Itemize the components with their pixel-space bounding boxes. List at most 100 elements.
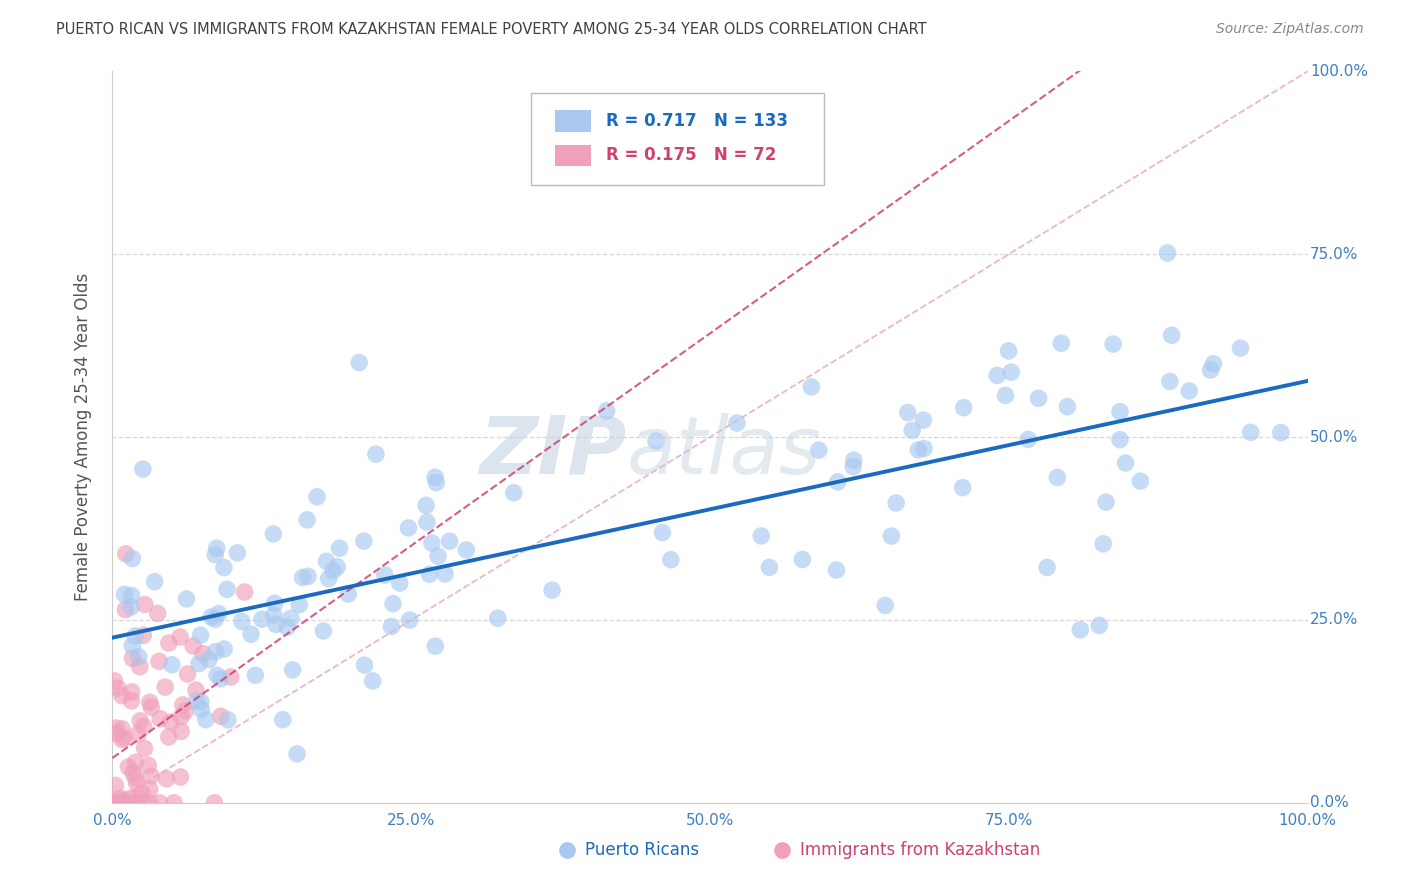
Text: R = 0.717   N = 133: R = 0.717 N = 133 — [606, 112, 787, 130]
Point — [419, 567, 441, 582]
Point — [425, 470, 447, 484]
Point — [305, 490, 328, 504]
Text: atlas: atlas — [627, 413, 821, 491]
Point — [131, 786, 153, 800]
Point — [388, 576, 411, 591]
Text: 75.0%: 75.0% — [1310, 247, 1358, 261]
Point — [502, 485, 524, 500]
Point — [184, 683, 207, 698]
Point — [141, 769, 163, 783]
Point — [1270, 425, 1292, 440]
Point — [1178, 384, 1201, 398]
Point — [128, 649, 150, 664]
Point — [146, 607, 169, 621]
Point — [169, 770, 191, 784]
Point — [1036, 560, 1059, 574]
Point — [188, 657, 211, 671]
Point — [124, 629, 146, 643]
Point — [825, 563, 848, 577]
Point — [288, 598, 311, 612]
Point — [204, 645, 226, 659]
Point — [382, 597, 405, 611]
Point — [138, 796, 160, 810]
Point — [215, 582, 238, 597]
Point — [219, 670, 242, 684]
Point — [875, 599, 897, 613]
Point — [105, 726, 128, 740]
Point — [486, 611, 509, 625]
Point — [231, 615, 253, 629]
Point — [842, 459, 865, 474]
Point — [997, 343, 1019, 358]
Point — [420, 536, 443, 550]
Point — [263, 596, 285, 610]
Point — [157, 730, 180, 744]
Point — [374, 568, 396, 582]
Point — [114, 602, 136, 616]
Point — [176, 591, 198, 606]
Text: 50.0%: 50.0% — [1310, 430, 1358, 444]
Text: R = 0.175   N = 72: R = 0.175 N = 72 — [606, 146, 776, 164]
Point — [322, 564, 344, 578]
Point — [217, 713, 239, 727]
Point — [107, 681, 129, 696]
Point — [353, 534, 375, 549]
Point — [415, 499, 437, 513]
Point — [1017, 433, 1039, 447]
Point — [200, 610, 222, 624]
Point — [347, 355, 370, 369]
Point — [132, 719, 155, 733]
Point — [141, 700, 163, 714]
Point — [1095, 495, 1118, 509]
Point — [1240, 425, 1263, 440]
Text: Source: ZipAtlas.com: Source: ZipAtlas.com — [1216, 22, 1364, 37]
FancyBboxPatch shape — [554, 145, 591, 167]
Point — [190, 702, 212, 716]
Point — [1102, 337, 1125, 351]
Point — [1159, 375, 1181, 389]
Point — [149, 796, 172, 810]
Point — [792, 552, 814, 566]
Point — [114, 547, 136, 561]
Point — [148, 654, 170, 668]
Point — [115, 796, 138, 810]
Point — [157, 636, 180, 650]
Point — [439, 534, 461, 549]
Point — [204, 796, 226, 810]
Point — [1202, 357, 1225, 371]
Point — [149, 712, 172, 726]
Point — [827, 475, 849, 489]
Point — [800, 380, 823, 394]
Point — [312, 624, 335, 638]
Point — [912, 442, 935, 456]
Point — [190, 695, 212, 709]
Point — [250, 612, 273, 626]
Point — [1229, 341, 1251, 355]
Point — [425, 639, 447, 653]
Point — [174, 704, 197, 718]
Point — [353, 658, 375, 673]
Text: 100.0%: 100.0% — [1310, 64, 1368, 78]
Point — [328, 541, 350, 556]
Point — [1199, 363, 1222, 377]
Text: PUERTO RICAN VS IMMIGRANTS FROM KAZAKHSTAN FEMALE POVERTY AMONG 25-34 YEAR OLDS : PUERTO RICAN VS IMMIGRANTS FROM KAZAKHST… — [56, 22, 927, 37]
Point — [108, 791, 131, 805]
Point — [541, 583, 564, 598]
Point — [337, 587, 360, 601]
Point — [986, 368, 1008, 383]
Point — [132, 462, 155, 476]
Point — [121, 694, 143, 708]
Point — [181, 639, 204, 653]
Point — [111, 722, 134, 736]
Point — [124, 771, 146, 785]
Point — [104, 778, 127, 792]
Point — [153, 680, 176, 694]
Point — [456, 543, 478, 558]
Point — [240, 627, 263, 641]
Point — [170, 724, 193, 739]
Y-axis label: Female Poverty Among 25-34 Year Olds: Female Poverty Among 25-34 Year Olds — [73, 273, 91, 601]
Point — [1028, 391, 1050, 405]
Point — [155, 772, 177, 786]
Point — [1046, 470, 1069, 484]
Point — [952, 401, 974, 415]
